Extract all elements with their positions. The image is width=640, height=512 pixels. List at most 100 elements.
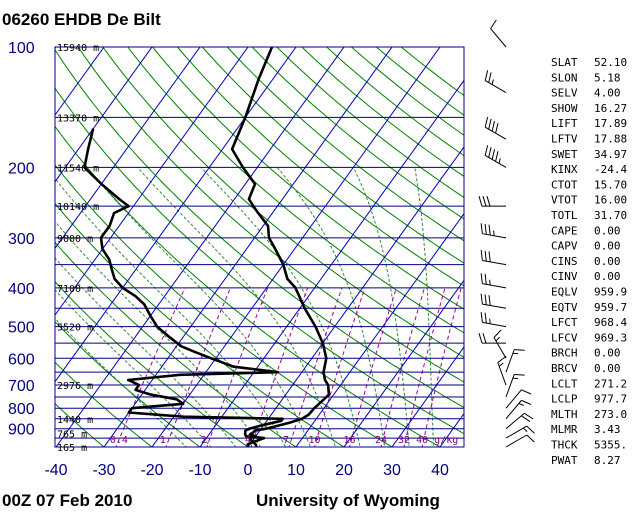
mixing-ratio-label: 2 <box>201 435 207 446</box>
temperature-tick-label: -40 <box>44 462 67 479</box>
isotherm <box>247 146 464 447</box>
dry-adiabat <box>55 202 345 447</box>
index-name: CTOT <box>551 178 578 191</box>
dry-adiabat <box>55 281 249 447</box>
barb-feather <box>521 415 531 422</box>
dry-adiabat <box>176 47 464 287</box>
isotherm <box>55 47 153 183</box>
barb-half-feather <box>491 79 494 85</box>
index-value: 968.4 <box>594 316 627 329</box>
pressure-tick-label: 100 <box>8 40 35 57</box>
pressure-tick-label: 400 <box>8 281 35 298</box>
temperature-tick-label: -10 <box>188 462 211 479</box>
barb-staff <box>482 303 507 309</box>
barb-feather <box>490 19 497 29</box>
mixing-ratio-line <box>380 287 425 447</box>
wind-barb <box>480 250 507 266</box>
isotherm <box>199 79 464 447</box>
index-value: 8.27 <box>594 454 621 467</box>
wind-barb <box>478 196 506 207</box>
pressure-tick-label: 600 <box>8 351 35 368</box>
index-name: MLTH <box>551 408 578 421</box>
index-value: 0.00 <box>594 270 621 283</box>
barb-feather <box>484 223 487 235</box>
plot-clipped <box>55 47 464 447</box>
barb-feather <box>484 273 487 285</box>
dry-adiabat <box>55 361 153 447</box>
dry-adiabat <box>55 87 464 435</box>
index-name: SELV <box>551 87 578 100</box>
index-name: CAPE <box>551 224 578 237</box>
index-name: BRCV <box>551 362 578 375</box>
wind-barb <box>480 293 507 309</box>
index-value: 17.88 <box>594 133 627 146</box>
index-value: 4.00 <box>594 87 621 100</box>
index-value: 5.18 <box>594 71 621 84</box>
mixing-ratio-line <box>348 287 397 447</box>
index-value: 959.7 <box>594 301 627 314</box>
mixing-ratio-line <box>288 287 343 447</box>
moist-adiabat <box>55 220 262 447</box>
mixing-ratio-label: 10 <box>308 435 320 446</box>
index-name: CAPV <box>551 240 578 253</box>
height-label: 10140 m <box>57 202 99 213</box>
index-value: 0.00 <box>594 224 621 237</box>
mixing-ratio-line <box>206 287 269 447</box>
index-name: PWAT <box>551 454 578 467</box>
wind-barb <box>480 311 507 328</box>
index-name: LFTV <box>551 133 578 146</box>
index-value: 969.3 <box>594 331 627 344</box>
barb-feather <box>495 122 499 134</box>
index-name: TOTL <box>551 209 578 222</box>
barb-staff <box>505 389 522 409</box>
barb-feather <box>484 116 489 128</box>
barb-feather <box>526 425 535 434</box>
wind-barb <box>484 70 507 94</box>
barb-feather <box>488 118 492 130</box>
index-name: CINV <box>551 270 578 283</box>
dry-adiabat <box>55 48 464 409</box>
mixing-ratio-line <box>165 287 231 447</box>
wind-barb <box>490 19 507 48</box>
mixing-ratio-line <box>250 287 309 447</box>
barb-feather <box>480 250 483 261</box>
index-value: 5355. <box>594 439 627 452</box>
mixing-ratio-line <box>421 287 462 447</box>
temperature-tick-label: 40 <box>431 462 449 479</box>
isotherm <box>343 279 464 447</box>
height-label: 15940 m <box>57 43 99 54</box>
dry-adiabat <box>276 47 464 199</box>
height-label: 1440 m <box>57 415 93 426</box>
barb-half-feather <box>498 158 501 164</box>
wind-barb <box>505 373 525 398</box>
index-value: 34.97 <box>594 148 627 161</box>
index-name: SWET <box>551 148 578 161</box>
height-label: 9000 m <box>57 234 93 245</box>
wind-barb <box>505 399 532 420</box>
index-name: SHOW <box>551 102 578 115</box>
dry-adiabat <box>151 47 464 310</box>
isotherm <box>55 47 201 250</box>
index-value: 0.00 <box>594 255 621 268</box>
pressure-tick-label: 700 <box>8 378 35 395</box>
isotherm <box>103 47 393 447</box>
index-name: LCLP <box>551 393 578 406</box>
barb-feather <box>514 349 525 351</box>
pressure-tick-label: 200 <box>8 160 35 177</box>
moist-adiabat <box>55 317 187 447</box>
wind-barb <box>505 412 534 430</box>
footer-source: University of Wyoming <box>256 491 440 510</box>
pressure-axis: 100 200 300 400 500 600 700 800 900 <box>8 40 35 439</box>
barb-feather <box>484 70 489 81</box>
mixing-ratio-label: 4 <box>245 435 251 446</box>
wind-barb <box>484 145 507 168</box>
barb-half-feather <box>495 336 500 342</box>
barb-feather <box>478 333 483 344</box>
barb-feather <box>488 72 492 83</box>
temperature-profile <box>230 47 331 447</box>
wind-barb <box>484 116 507 140</box>
temperature-tick-label: 10 <box>287 462 305 479</box>
moist-adiabat <box>414 167 435 447</box>
wind-barb <box>505 425 535 439</box>
temperature-axis: -40 -30 -20 -10 0 10 20 30 40 <box>44 462 449 479</box>
